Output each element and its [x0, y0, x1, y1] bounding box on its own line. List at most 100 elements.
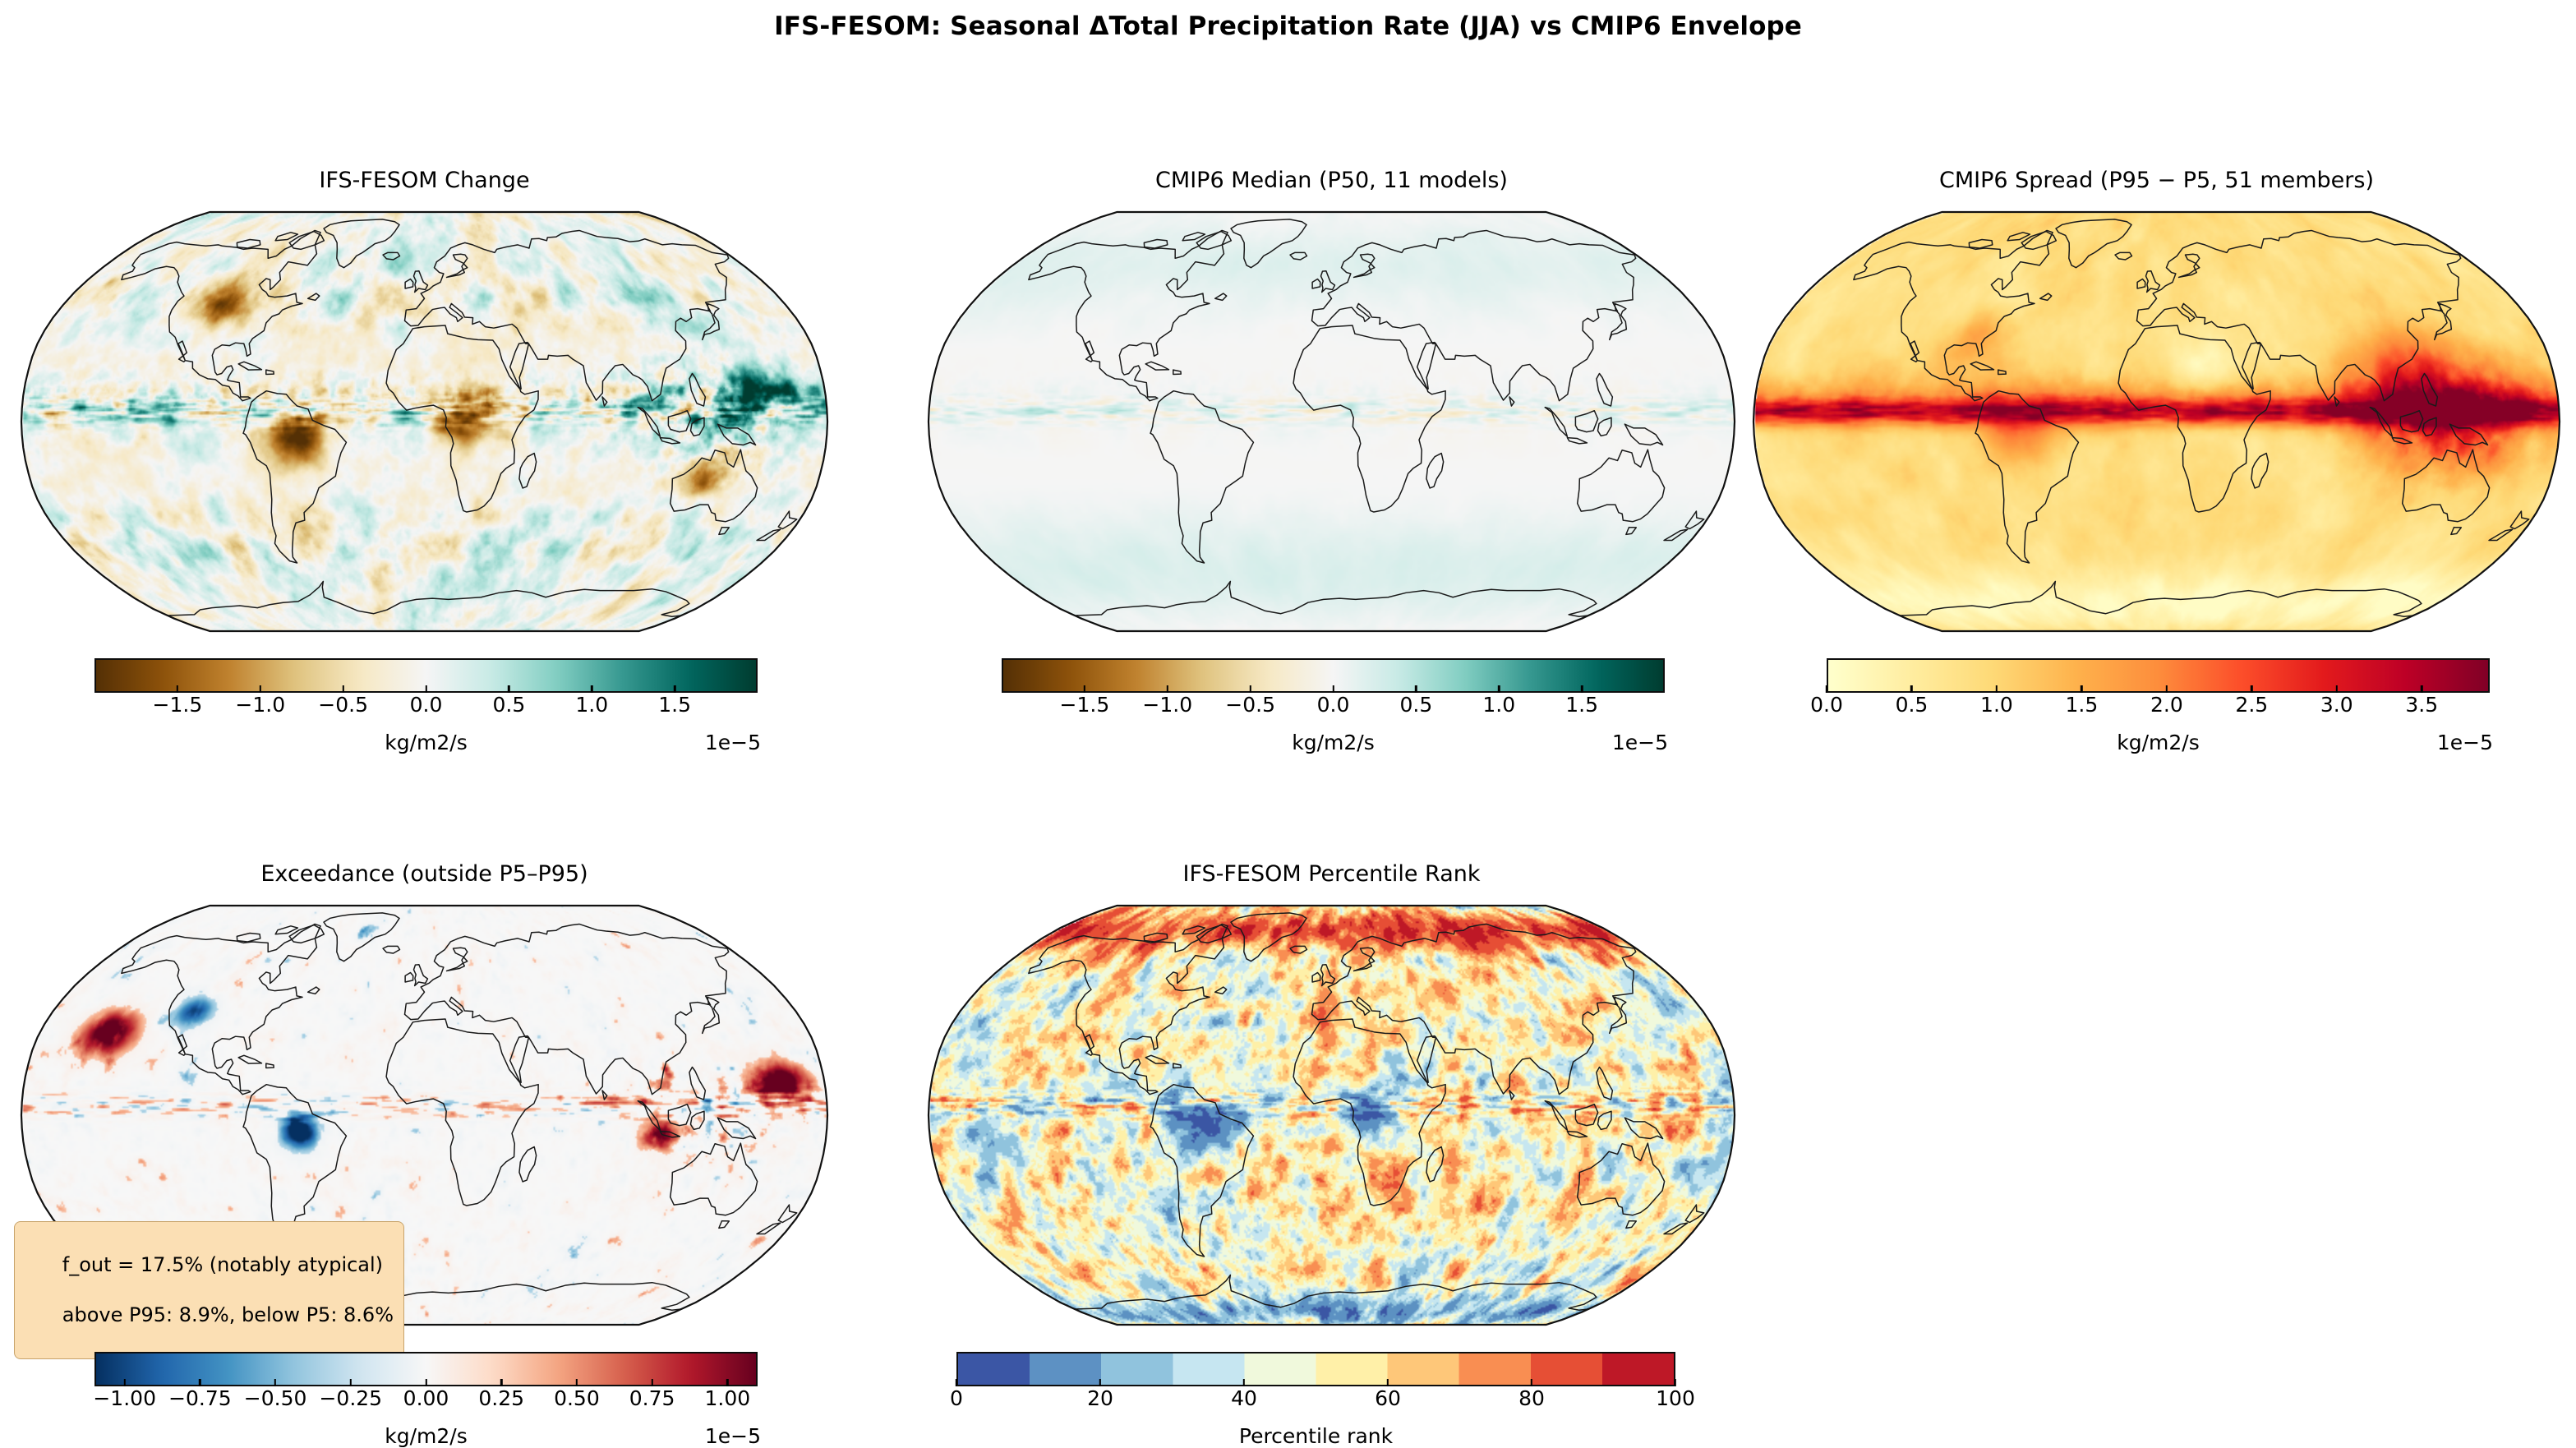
colorbar-tickmark — [1386, 1379, 1389, 1386]
colorbar-tickmark — [425, 685, 427, 693]
colorbar-exponent-ifs-fesom-change: 1e−5 — [704, 731, 761, 754]
colorbar-tick-label: 100 — [1656, 1386, 1695, 1410]
colorbar-tick-label: −0.75 — [168, 1386, 232, 1410]
colorbar-unit-cmip6-spread: kg/m2/s — [2117, 731, 2200, 754]
colorbar-tick-label: 1.0 — [575, 693, 609, 717]
colorbar-tickmark — [274, 1379, 277, 1386]
colorbar-tickmark — [1995, 685, 1998, 693]
colorbar-tick-label: 1.5 — [658, 693, 692, 717]
colorbar-tickmark — [2335, 685, 2338, 693]
colorbar-tickmark — [199, 1379, 201, 1386]
exceedance-annotation-box: f_out = 17.5% (notably atypical) above P… — [14, 1221, 404, 1360]
colorbar-tick-label: 0.5 — [1895, 693, 1929, 717]
colorbar-tickmark — [1249, 685, 1251, 693]
colorbar-ticks-exceedance: −1.00 −0.75 −0.50 −0.25 0.00 0.25 0.50 0.75 1.00 — [93, 1379, 758, 1424]
colorbar-tick-label: 0.5 — [492, 693, 526, 717]
robinson-map-cmip6-spread — [1744, 204, 2569, 639]
panel-title-exceedance: Exceedance (outside P5–P95) — [260, 861, 588, 887]
colorbar-tickmark — [673, 685, 676, 693]
colorbar-cmip6-spread: 0.0 0.5 1.0 1.5 2.0 2.5 3.0 3.5 kg/m2/s 1e−5 — [1810, 658, 2493, 754]
colorbar-tick-label: 0.00 — [403, 1386, 449, 1410]
colorbar-tickmark — [1910, 685, 1913, 693]
colorbar-tick-label: −1.0 — [235, 693, 286, 717]
map-panel-cmip6-spread: CMIP6 Spread (P95 − P5, 51 members) — [1744, 168, 2569, 639]
colorbar-tick-label: 0 — [950, 1386, 963, 1410]
colorbar-percentile-rank: 0 20 40 60 80 100 Percentile rank — [950, 1352, 1695, 1448]
colorbar-tick-label: 1.0 — [1980, 693, 2013, 717]
robinson-map-ifs-fesom-change — [12, 204, 837, 639]
colorbar-tick-label: −1.0 — [1142, 693, 1193, 717]
colorbar-tickmark — [1242, 1379, 1246, 1386]
map-panel-ifs-fesom-change: IFS-FESOM Change — [12, 168, 837, 639]
colorbar-unit-ifs-fesom-change: kg/m2/s — [385, 731, 468, 754]
colorbar-tickmark — [1825, 685, 1828, 693]
colorbar-tickmark — [1083, 685, 1086, 693]
colorbar-tick-label: −0.5 — [318, 693, 368, 717]
colorbar-tickmark — [1166, 685, 1168, 693]
colorbar-tick-label: 80 — [1518, 1386, 1545, 1410]
colorbar-exponent-cmip6-spread: 1e−5 — [2436, 731, 2493, 754]
colorbar-tickmark — [1530, 1379, 1533, 1386]
colorbar-tickmark — [2165, 685, 2168, 693]
colorbar-tick-label: 0.5 — [1399, 693, 1433, 717]
colorbar-tick-label: 1.0 — [1482, 693, 1516, 717]
colorbar-tickmark — [575, 1379, 578, 1386]
colorbar-unit-cmip6-median: kg/m2/s — [1292, 731, 1375, 754]
colorbar-tickmark — [425, 1379, 427, 1386]
colorbar-tick-label: −0.50 — [243, 1386, 307, 1410]
colorbar-ticks-ifs-fesom-change: −1.5 −1.0 −0.5 0.0 0.5 1.0 1.5 — [94, 685, 758, 731]
colorbar-gradient-percentile-rank — [956, 1352, 1675, 1386]
colorbar-tickmark — [1674, 1379, 1677, 1386]
colorbar-tickmark — [1099, 1379, 1102, 1386]
colorbar-tick-label: 0.0 — [1810, 693, 1843, 717]
colorbar-tick-label: −0.25 — [319, 1386, 383, 1410]
figure-suptitle: IFS-FESOM: Seasonal ΔTotal Precipitation… — [774, 12, 1802, 41]
colorbar-ticks-cmip6-spread: 0.0 0.5 1.0 1.5 2.0 2.5 3.0 3.5 — [1810, 685, 2490, 731]
panel-title-ifs-fesom-change: IFS-FESOM Change — [319, 168, 530, 193]
colorbar-tickmark — [1498, 685, 1500, 693]
map-panel-exceedance: Exceedance (outside P5–P95) f_out = 17.5… — [12, 861, 837, 1360]
colorbar-tick-label: 2.5 — [2235, 693, 2269, 717]
annotation-line-2: above P95: 8.9%, below P5: 8.6% — [62, 1303, 394, 1326]
colorbar-unit-exceedance: kg/m2/s — [385, 1424, 468, 1448]
colorbar-tickmark — [2421, 685, 2423, 693]
colorbar-tick-label: 0.75 — [629, 1386, 675, 1410]
colorbar-tickmark — [342, 685, 344, 693]
colorbar-tick-label: 1.00 — [704, 1386, 751, 1410]
colorbar-tickmark — [176, 685, 179, 693]
colorbar-tick-label: −1.5 — [152, 693, 203, 717]
map-panel-percentile-rank: IFS-FESOM Percentile Rank — [919, 861, 1744, 1333]
colorbar-ticks-cmip6-median: −1.5 −1.0 −0.5 0.0 0.5 1.0 1.5 — [1002, 685, 1665, 731]
panel-title-cmip6-median: CMIP6 Median (P50, 11 models) — [1155, 168, 1508, 193]
colorbar-tickmark — [500, 1379, 503, 1386]
colorbar-tick-label: 0.25 — [478, 1386, 525, 1410]
colorbar-tickmark — [259, 685, 261, 693]
colorbar-tickmark — [1415, 685, 1417, 693]
colorbar-tickmark — [591, 685, 593, 693]
colorbar-tickmark — [955, 1379, 958, 1386]
colorbar-tick-label: 20 — [1087, 1386, 1113, 1410]
colorbar-cmip6-median: −1.5 −1.0 −0.5 0.0 0.5 1.0 1.5 kg/m2/s 1e−5 — [1002, 658, 1668, 754]
panel-title-percentile-rank: IFS-FESOM Percentile Rank — [1182, 861, 1481, 887]
colorbar-exponent-cmip6-median: 1e−5 — [1611, 731, 1668, 754]
colorbar-tickmark — [2251, 685, 2253, 693]
colorbar-tickmark — [508, 685, 510, 693]
colorbar-tick-label: 40 — [1231, 1386, 1257, 1410]
robinson-map-cmip6-median — [919, 204, 1744, 639]
colorbar-tick-label: −0.5 — [1225, 693, 1275, 717]
map-panel-cmip6-median: CMIP6 Median (P50, 11 models) — [919, 168, 1744, 639]
colorbar-tickmark — [726, 1379, 729, 1386]
colorbar-tick-label: 1.5 — [2065, 693, 2099, 717]
colorbar-tickmark — [1332, 685, 1334, 693]
colorbar-tickmark — [1580, 685, 1583, 693]
colorbar-tick-label: −1.5 — [1059, 693, 1110, 717]
colorbar-tick-label: −1.00 — [93, 1386, 156, 1410]
colorbar-ifs-fesom-change: −1.5 −1.0 −0.5 0.0 0.5 1.0 1.5 kg/m2/s 1e−5 — [94, 658, 761, 754]
colorbar-tickmark — [651, 1379, 653, 1386]
colorbar-tick-label: 1.5 — [1565, 693, 1599, 717]
annotation-line-1: f_out = 17.5% (notably atypical) — [62, 1253, 384, 1277]
colorbar-tick-label: 2.0 — [2150, 693, 2183, 717]
colorbar-tick-label: 0.0 — [1316, 693, 1350, 717]
colorbar-tick-label: 3.5 — [2405, 693, 2439, 717]
